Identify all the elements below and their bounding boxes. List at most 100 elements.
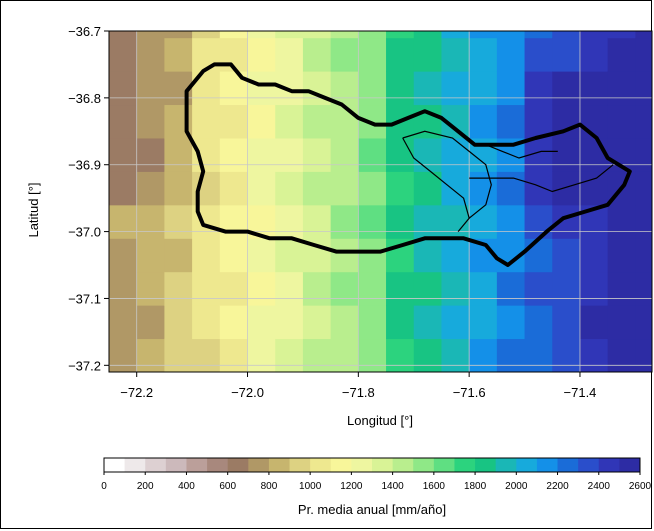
precipitation-cell	[607, 338, 636, 372]
precipitation-cell	[164, 204, 193, 239]
precipitation-cell	[496, 204, 526, 239]
colorbar-swatch	[351, 458, 373, 472]
precipitation-cell	[358, 238, 387, 273]
precipitation-cell	[302, 271, 332, 306]
precipitation-cell	[247, 137, 276, 172]
precipitation-cell	[386, 338, 415, 372]
precipitation-cell	[247, 171, 276, 206]
precipitation-cell	[109, 271, 138, 306]
colorbar-swatch	[392, 458, 414, 472]
precipitation-cell	[413, 137, 442, 172]
precipitation-cell	[524, 37, 553, 72]
precipitation-cell	[302, 204, 332, 239]
precipitation-cell	[302, 37, 332, 72]
precipitation-cell	[386, 37, 415, 72]
precipitation-cell	[275, 204, 304, 239]
precipitation-cell	[219, 71, 249, 106]
precipitation-cell	[552, 71, 581, 106]
x-tick-label: −72.2	[120, 385, 153, 400]
precipitation-cell	[469, 204, 498, 239]
precipitation-cell	[275, 31, 304, 39]
precipitation-cell	[496, 104, 526, 139]
colorbar-swatch	[207, 458, 229, 472]
colorbar-swatch	[104, 458, 126, 472]
precipitation-cell	[386, 31, 415, 39]
precipitation-cell	[441, 271, 470, 306]
sub-basin-outlines	[402, 130, 614, 232]
precipitation-cell	[219, 171, 249, 206]
colorbar-tick-label: 1800	[464, 481, 487, 492]
precipitation-cell	[579, 31, 609, 39]
basin-outline	[184, 62, 632, 267]
precipitation-cell	[219, 305, 249, 340]
precipitation-cell	[247, 71, 276, 106]
precipitation-cell	[136, 137, 165, 172]
precipitation-cell	[469, 305, 498, 340]
precipitation-cell	[164, 238, 193, 273]
precipitation-cell	[192, 305, 221, 340]
colorbar-swatch	[124, 458, 146, 472]
precipitation-cell	[330, 305, 359, 340]
sub-basin-line	[485, 144, 558, 159]
basin-outline-group	[184, 62, 632, 267]
colorbar-tick-label: 1600	[423, 481, 446, 492]
precipitation-cell	[579, 305, 609, 340]
precipitation-cell	[247, 338, 276, 372]
precipitation-cell	[219, 238, 249, 273]
precipitation-cell	[358, 338, 387, 372]
precipitation-cell	[579, 238, 609, 273]
precipitation-cell	[330, 31, 359, 39]
precipitation-cell	[413, 338, 442, 372]
precipitation-cell	[607, 37, 636, 72]
x-tick-label: −72.0	[231, 385, 264, 400]
precipitation-cell	[219, 271, 249, 306]
precipitation-cell	[552, 137, 581, 172]
precipitation-cell	[607, 104, 636, 139]
precipitation-cell	[413, 238, 442, 273]
precipitation-cell	[607, 271, 636, 306]
precipitation-cell	[496, 305, 526, 340]
precipitation-cell	[275, 305, 304, 340]
precipitation-cell	[552, 238, 581, 273]
colorbar-tick-label: 2000	[505, 481, 528, 492]
precipitation-cell	[358, 171, 387, 206]
precipitation-cell	[386, 204, 415, 239]
precipitation-cell	[496, 71, 526, 106]
precipitation-cell	[302, 305, 332, 340]
x-tick-label: −71.4	[564, 385, 597, 400]
precipitation-cell	[302, 338, 332, 372]
precipitation-cell	[496, 31, 526, 39]
colorbar-swatch	[227, 458, 249, 472]
x-tick-label: −71.8	[342, 385, 375, 400]
colorbar-tick-label: 1000	[299, 481, 322, 492]
precipitation-cell	[247, 37, 276, 72]
precipitation-cell	[386, 271, 415, 306]
precipitation-cell	[441, 71, 470, 106]
map-plot-area	[108, 30, 653, 373]
y-tick-label: −36.8	[68, 91, 101, 106]
colorbar-swatch	[557, 458, 579, 472]
precipitation-cell	[579, 338, 609, 372]
precipitation-cell	[635, 238, 652, 273]
precipitation-cell	[524, 305, 553, 340]
precipitation-cell	[358, 31, 387, 39]
precipitation-cell	[136, 204, 165, 239]
colorbar-tick-label: 200	[137, 481, 154, 492]
precipitation-cell	[607, 71, 636, 106]
precipitation-cell	[635, 31, 652, 39]
precipitation-cell	[136, 31, 165, 39]
precipitation-cell	[136, 71, 165, 106]
sub-basin-line	[402, 130, 492, 232]
y-tick-label: −37.0	[68, 225, 101, 240]
precipitation-cell	[219, 104, 249, 139]
colorbar-swatch	[413, 458, 435, 472]
precipitation-cell	[192, 338, 221, 372]
colorbar-swatch	[433, 458, 455, 472]
colorbar-tick-label: 800	[261, 481, 278, 492]
precipitation-cell	[109, 305, 138, 340]
precipitation-cell	[413, 271, 442, 306]
precipitation-grid	[109, 31, 652, 372]
colorbar-swatch	[268, 458, 291, 472]
y-tick-label: −36.7	[68, 24, 101, 39]
precipitation-cell	[192, 137, 221, 172]
